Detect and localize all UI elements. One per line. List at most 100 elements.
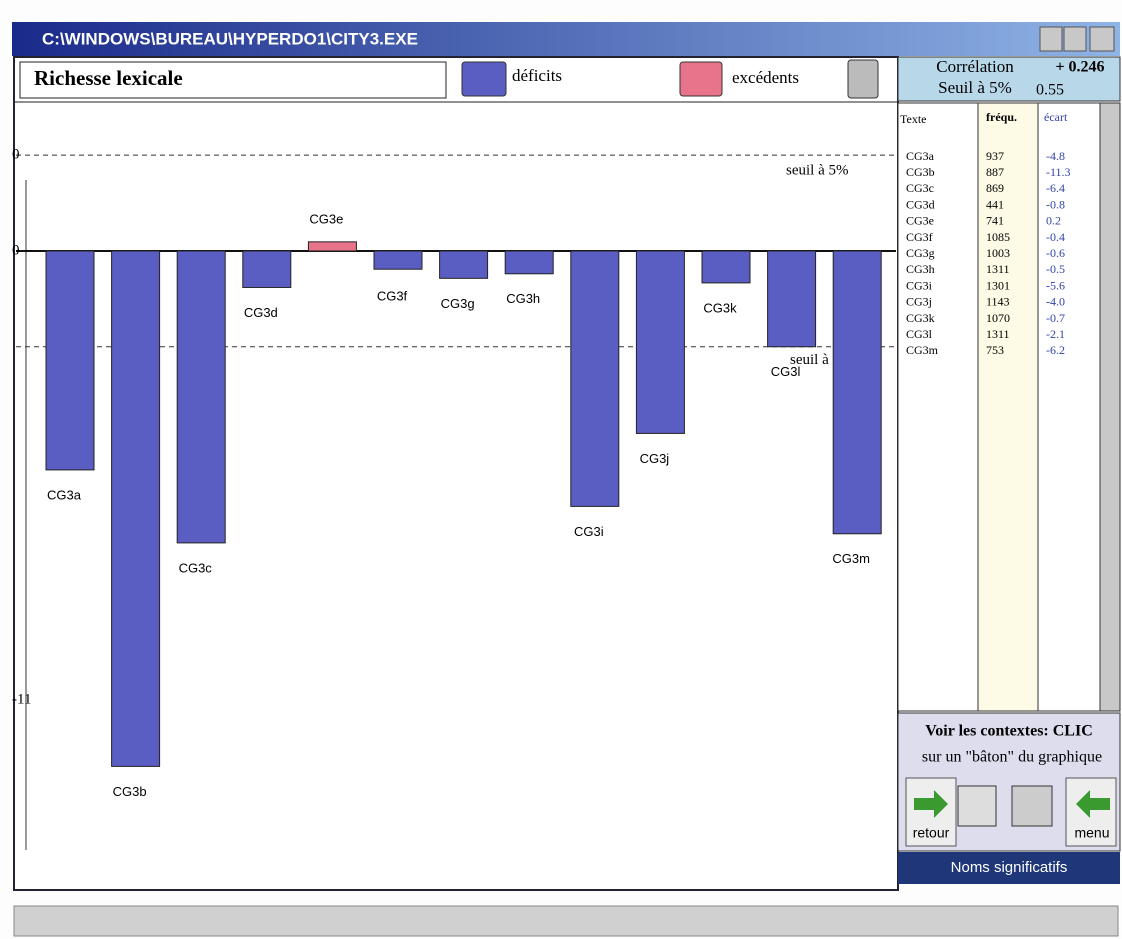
button-label: retour — [913, 825, 950, 841]
bar-label: CG3m — [832, 551, 870, 566]
message: sur un "bâton" du graphique — [922, 749, 1102, 766]
chart-panel — [13, 56, 899, 891]
row-freq: 869 — [986, 181, 1004, 195]
bar — [832, 250, 882, 535]
row-ecart: -0.8 — [1046, 197, 1065, 211]
row-text: CG3c — [906, 181, 934, 195]
axis-text: 0 — [12, 242, 20, 258]
row-ecart: -2.1 — [1046, 327, 1065, 341]
threshold-value: 0.55 — [1036, 82, 1064, 99]
save-button[interactable] — [957, 785, 997, 827]
row-ecart: -6.4 — [1046, 181, 1065, 195]
threshold-label: seuil à 5% — [786, 163, 848, 179]
trash-icon[interactable] — [847, 59, 879, 99]
row-freq: 441 — [986, 197, 1004, 211]
bar-label: CG3h — [506, 291, 540, 306]
row-text: CG3j — [906, 295, 932, 309]
footer-label: Noms significatifs — [951, 859, 1068, 876]
bar-label: CG3j — [640, 451, 670, 466]
bar — [373, 250, 423, 270]
bar — [767, 250, 817, 348]
bar — [504, 250, 554, 275]
correlation-label: Corrélation — [936, 57, 1014, 76]
minimize-button[interactable] — [1039, 26, 1063, 52]
row-freq: 1085 — [986, 230, 1010, 244]
row-freq: 887 — [986, 165, 1004, 179]
print-button[interactable] — [1011, 785, 1053, 827]
row-ecart: -4.8 — [1046, 149, 1065, 163]
row-freq: 753 — [986, 343, 1004, 357]
row-freq: 1311 — [986, 262, 1010, 276]
bar-label: CG3e — [309, 211, 343, 226]
footer-bar — [898, 852, 1120, 884]
row-ecart: -0.5 — [1046, 262, 1065, 276]
bar — [701, 250, 751, 284]
row-freq: 741 — [986, 214, 1004, 228]
axis-text: -11 — [12, 691, 31, 707]
row-text: CG3m — [906, 343, 939, 357]
bar — [439, 250, 489, 279]
title-box — [19, 61, 447, 99]
close-button[interactable] — [1089, 26, 1115, 52]
bar-label: CG3c — [179, 560, 213, 575]
freq-column — [977, 102, 1039, 712]
menu-button[interactable] — [1065, 777, 1117, 847]
message: Voir les contextes: CLIC — [925, 723, 1093, 740]
window-title: C:\WINDOWS\BUREAU\HYPERDO1\CITY3.EXE — [42, 29, 418, 48]
bar — [45, 250, 95, 471]
row-text: CG3a — [906, 149, 935, 163]
row-ecart: -4.0 — [1046, 295, 1065, 309]
row-ecart: -0.6 — [1046, 246, 1065, 260]
bar-label: CG3k — [703, 300, 737, 315]
row-freq: 1003 — [986, 246, 1010, 260]
bar-label: CG3g — [441, 296, 475, 311]
maximize-button[interactable] — [1063, 26, 1087, 52]
bar-label: CG3f — [377, 288, 408, 303]
bar-label: CG3b — [113, 784, 147, 799]
column-header: écart — [1044, 110, 1068, 124]
bar-label: CG3l — [771, 364, 801, 379]
back-arrow — [914, 790, 948, 818]
menu-arrow — [1076, 790, 1110, 818]
legend-label: déficits — [512, 66, 562, 85]
row-text: CG3k — [906, 311, 935, 325]
threshold-label: seuil à — [790, 352, 829, 368]
legend-label: excédents — [732, 68, 799, 87]
row-ecart: 0.2 — [1046, 214, 1061, 228]
row-text: CG3g — [906, 246, 935, 260]
bar — [570, 250, 620, 507]
row-ecart: -11.3 — [1046, 165, 1071, 179]
threshold-label: Seuil à 5% — [938, 78, 1012, 97]
row-ecart: -0.7 — [1046, 311, 1065, 325]
row-freq: 1301 — [986, 278, 1010, 292]
row-freq: 1143 — [986, 295, 1010, 309]
axis-text: 0 — [12, 147, 20, 163]
scrollbar[interactable] — [1099, 102, 1121, 712]
row-text: CG3l — [906, 327, 933, 341]
column-header: Texte — [900, 112, 926, 126]
bar-label: CG3a — [47, 487, 82, 502]
column-header: fréqu. — [986, 110, 1017, 124]
row-ecart: -6.2 — [1046, 343, 1065, 357]
row-text: CG3i — [906, 278, 933, 292]
bar — [176, 250, 226, 544]
chart-title: Richesse lexicale — [34, 66, 183, 90]
bar-label: CG3d — [244, 305, 278, 320]
row-text: CG3b — [906, 165, 935, 179]
bar-label: CG3i — [574, 524, 604, 539]
correlation-value: + 0.246 — [1055, 59, 1104, 76]
row-ecart: -0.4 — [1046, 230, 1065, 244]
title-bar — [12, 22, 1120, 56]
row-freq: 937 — [986, 149, 1004, 163]
row-text: CG3e — [906, 214, 934, 228]
legend-swatch — [679, 61, 723, 97]
correlation-box — [897, 56, 1121, 102]
legend-swatch — [461, 61, 507, 97]
back-button[interactable] — [905, 777, 957, 847]
row-freq: 1070 — [986, 311, 1010, 325]
status-bar — [13, 905, 1119, 937]
row-text: CG3d — [906, 197, 935, 211]
row-text: CG3f — [906, 230, 933, 244]
row-ecart: -5.6 — [1046, 278, 1065, 292]
